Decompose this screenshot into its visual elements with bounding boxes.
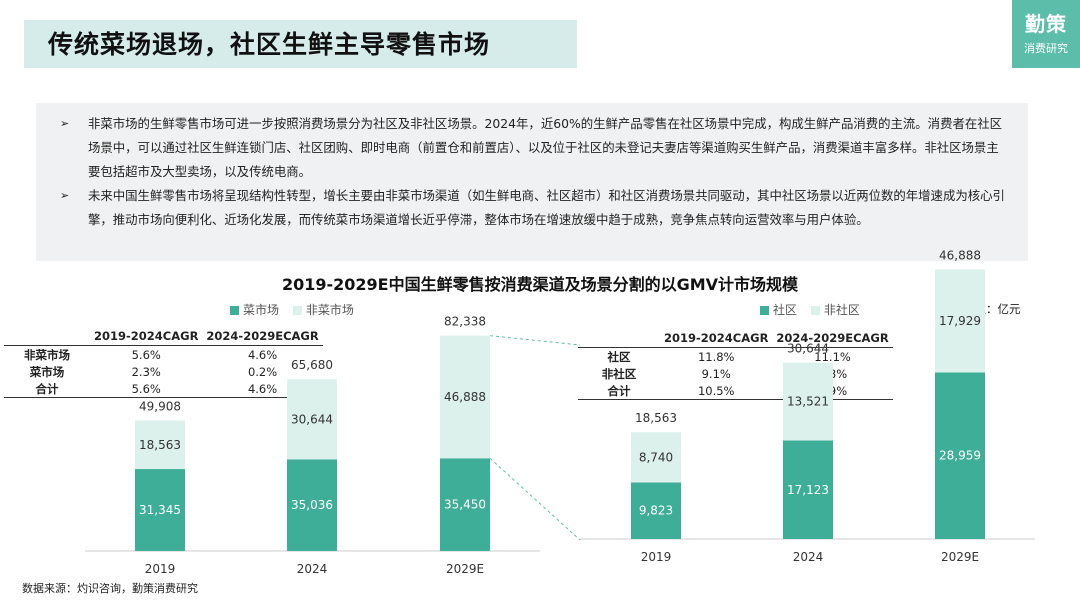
x-tick-label: 2024 (793, 550, 824, 564)
x-tick-label: 2029E (941, 550, 979, 564)
right-legend: 社区 非社区 (760, 301, 860, 318)
total-label: 46,888 (939, 248, 981, 262)
bar-segment-社区 (935, 372, 985, 539)
data-label: 18,563 (139, 438, 181, 452)
connector-line (489, 457, 581, 541)
table-header-row: 2019-2024CAGR 2024-2029ECAGR (4, 327, 323, 346)
bar-segment-非菜市场 (135, 420, 185, 470)
data-label: 9,823 (639, 504, 673, 518)
table-cell: 非菜市场 (24, 347, 70, 362)
legend-swatch (230, 306, 239, 315)
table-cell: 11.1% (814, 349, 851, 364)
table-cell: 0.2% (247, 364, 278, 379)
legend-label: 非菜市场 (305, 303, 354, 317)
x-tick-label: 2019 (641, 550, 672, 564)
table-cell: 非社区 (601, 366, 637, 381)
data-label: 13,521 (787, 395, 829, 409)
table-cell: 11.8% (697, 349, 735, 364)
left-legend: 菜市场 非菜市场 (230, 301, 354, 318)
data-label: 31,345 (139, 503, 181, 517)
table-header-cell: 2019-2024CAGR (664, 331, 769, 345)
table-cell: 合计 (35, 381, 59, 396)
bar-segment-菜市场 (135, 469, 185, 551)
data-label: 30,644 (291, 412, 333, 426)
description-box: ➢ 非菜市场的生鲜零售市场可进一步按照消费场景分为社区及非社区场景。2024年，… (36, 103, 1028, 261)
description-bullet-2: ➢ 未来中国生鲜零售市场将呈现结构性转型，增长主要由非菜市场渠道（如生鲜电商、社… (60, 184, 1010, 232)
bar-segment-社区 (631, 482, 681, 539)
table-cell: 9.1% (701, 366, 731, 381)
page-title: 传统菜场退场，社区生鲜主导零售市场 (48, 30, 491, 59)
title-banner (24, 20, 577, 68)
table-header-row: 2019-2024CAGR 2024-2029ECAGR (578, 329, 893, 348)
data-label: 28,959 (939, 449, 981, 463)
x-tick-label: 2024 (297, 562, 328, 576)
table-row: 合计 5.6% 4.6% (4, 380, 323, 398)
total-label: 82,338 (444, 315, 486, 329)
bar-segment-非菜市场 (287, 379, 337, 460)
legend-label: 非社区 (823, 303, 860, 317)
bar-segment-菜市场 (440, 458, 490, 551)
legend-swatch (760, 306, 769, 315)
total-label: 65,680 (291, 358, 333, 372)
bar-segment-非社区 (631, 432, 681, 483)
chart-title: 2019-2029E中国生鲜零售按消费渠道及场景分割的以GMV计市场规模 (281, 275, 799, 294)
table-cell: 合计 (607, 383, 631, 398)
table-cell: 4.6% (247, 381, 278, 396)
table-cell: 2.3% (131, 364, 161, 379)
table-header-cell: 2024-2029ECAGR (206, 329, 319, 343)
table-row: 菜市场 2.3% 0.2% (4, 363, 323, 380)
table-row: 社区 11.8% 11.1% (578, 348, 893, 366)
bar-segment-非社区 (783, 362, 833, 441)
data-label: 46,888 (444, 390, 486, 404)
legend-swatch (292, 306, 302, 315)
bar-segment-非社区 (935, 269, 985, 373)
brand-logo: 勤策 消费研究 (1012, 0, 1080, 68)
total-label: 49,908 (139, 399, 181, 413)
data-label: 8,740 (639, 450, 673, 464)
data-label: 35,036 (291, 498, 333, 512)
bar-segment-菜市场 (287, 459, 337, 551)
legend-label: 菜市场 (243, 303, 280, 317)
table-header-cell: 2024-2029ECAGR (776, 331, 889, 345)
table-cell: 5.6% (131, 381, 161, 396)
brand-name: 勤策 (1025, 12, 1067, 36)
table-cell: 菜市场 (29, 364, 65, 379)
data-label: 35,450 (444, 498, 486, 512)
x-tick-label: 2029E (446, 562, 484, 576)
table-cell: 5.6% (131, 347, 161, 362)
total-label: 18,563 (635, 411, 677, 425)
bar-segment-非菜市场 (440, 335, 490, 459)
bar-segment-社区 (783, 440, 833, 539)
description-bullet-1: ➢ 非菜市场的生鲜零售市场可进一步按照消费场景分为社区及非社区场景。2024年，… (60, 112, 1010, 184)
total-label: 30,644 (787, 342, 829, 356)
left-cagr-table: 2019-2024CAGR 2024-2029ECAGR 非菜市场 5.6% 4… (4, 327, 323, 398)
arrow-bullet-icon: ➢ (60, 117, 70, 130)
x-tick-label: 2019 (145, 562, 176, 576)
table-row: 非菜市场 5.6% 4.6% (4, 346, 323, 364)
bullet-text: 非菜市场的生鲜零售市场可进一步按照消费场景分为社区及非社区场景。2024年，近6… (88, 116, 1003, 179)
table-cell: 4.6% (247, 347, 278, 362)
data-label: 17,123 (787, 483, 829, 497)
table-cell: 社区 (607, 349, 631, 364)
connector-line (489, 335, 581, 346)
data-source-note: 数据来源：灼识咨询，勤策消费研究 (22, 582, 198, 595)
bullet-text: 未来中国生鲜零售市场将呈现结构性转型，增长主要由非菜市场渠道（如生鲜电商、社区超… (88, 188, 1005, 227)
table-cell: 10.5% (697, 383, 735, 398)
legend-label: 社区 (773, 303, 798, 317)
brand-subtitle: 消费研究 (1024, 42, 1068, 55)
table-header-cell: 2019-2024CAGR (94, 329, 199, 343)
data-label: 17,929 (939, 314, 981, 328)
arrow-bullet-icon: ➢ (60, 189, 70, 202)
legend-swatch (810, 306, 820, 315)
